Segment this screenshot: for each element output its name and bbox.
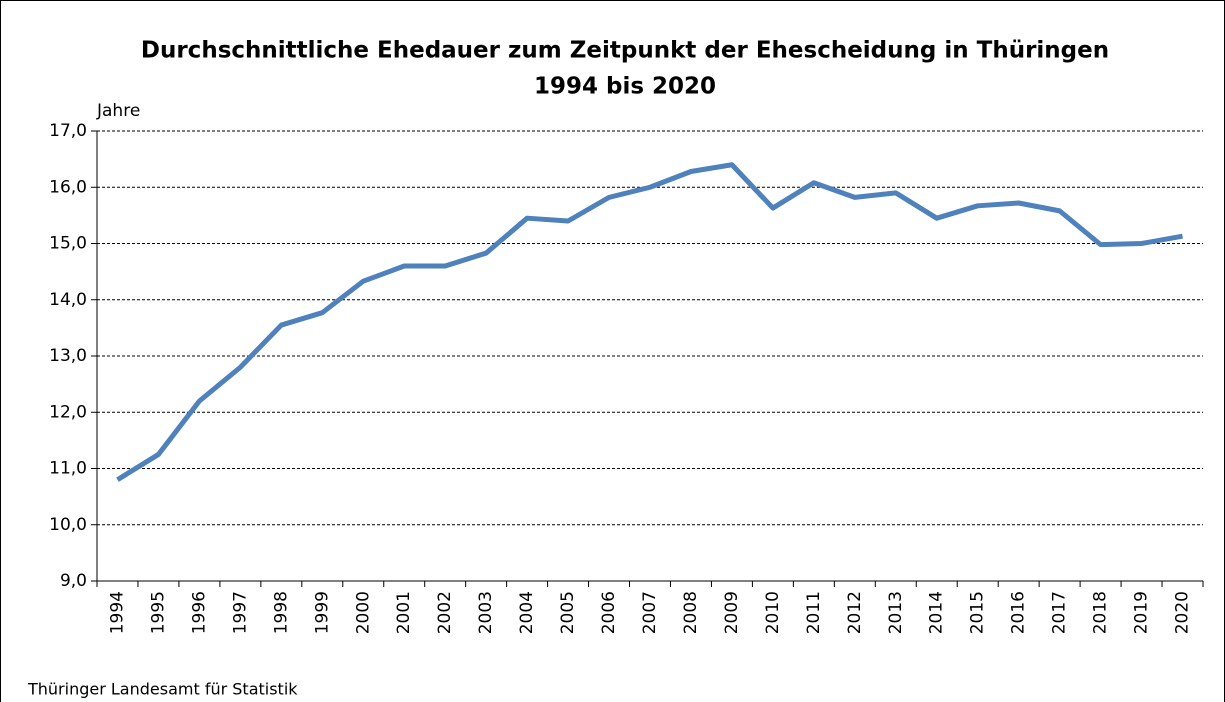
- x-tick-label: 2004: [517, 591, 537, 634]
- x-tick-label: 2015: [968, 591, 988, 634]
- y-tick-label: 12,0: [49, 402, 87, 422]
- y-tick-label: 14,0: [49, 290, 87, 310]
- x-tick-label: 1996: [189, 591, 209, 634]
- x-tick-label: 2017: [1050, 591, 1070, 634]
- x-tick-label: 2003: [476, 591, 496, 634]
- x-tick-label: 2006: [599, 591, 619, 634]
- x-tick-label: 1998: [271, 591, 291, 634]
- x-tick-label: 2012: [845, 591, 865, 634]
- x-tick-label: 2016: [1009, 591, 1029, 634]
- line-series: [116, 162, 1183, 482]
- x-tick-label: 2009: [722, 591, 742, 634]
- x-tick-label: 2010: [763, 591, 783, 634]
- chart-subtitle: 1994 bis 2020: [534, 74, 716, 100]
- x-tick-label: 1999: [312, 591, 332, 634]
- x-tick-label: 2019: [1132, 591, 1152, 634]
- y-axis-label: Jahre: [96, 101, 140, 121]
- y-tick-label: 10,0: [49, 515, 87, 535]
- y-tick-label: 16,0: [49, 177, 87, 197]
- x-tick-label: 2008: [681, 591, 701, 634]
- source: Thüringer Landesamt für Statistik: [27, 680, 298, 699]
- y-tick-label: 13,0: [49, 346, 87, 366]
- x-tick-label: 2001: [394, 591, 414, 634]
- x-tick-label: 2014: [927, 591, 947, 634]
- x-tick-label: 1994: [107, 591, 127, 634]
- x-tick-label: 2002: [435, 591, 455, 634]
- chart-title: Durchschnittliche Ehedauer zum Zeitpunkt…: [141, 38, 1109, 64]
- x-tick-label: 2005: [558, 591, 578, 634]
- y-tick-label: 9,0: [60, 571, 87, 591]
- y-tick-label: 17,0: [49, 121, 87, 141]
- y-tick-label: 11,0: [49, 459, 87, 479]
- x-tick-label: 2007: [640, 591, 660, 634]
- x-tick-label: 1997: [230, 591, 250, 634]
- x-tick-label: 2013: [886, 591, 906, 634]
- x-tick-label: 2020: [1173, 591, 1193, 634]
- x-tick-label: 1995: [148, 591, 168, 634]
- y-tick-label: 15,0: [49, 234, 87, 254]
- x-tick-label: 2000: [353, 591, 373, 634]
- x-tick-label: 2018: [1091, 591, 1111, 634]
- x-tick-label: 2011: [804, 591, 824, 634]
